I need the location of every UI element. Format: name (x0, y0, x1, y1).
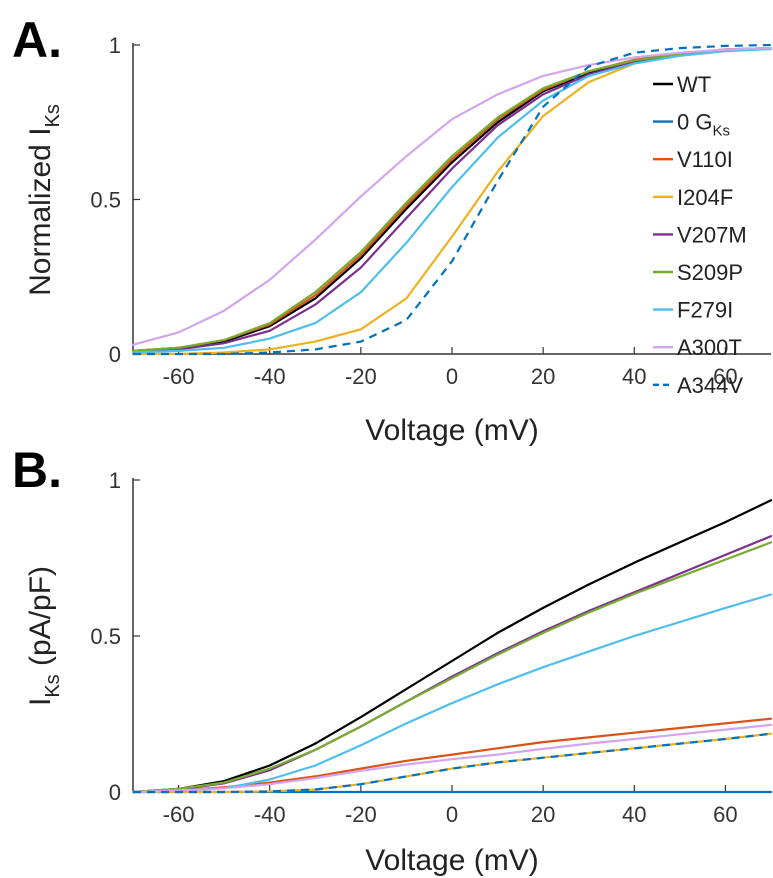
panel-b-xlabel: Voltage (mV) (365, 844, 538, 877)
legend-label-main: I204F (677, 185, 733, 210)
panel-b-ytick-label: 1 (109, 468, 121, 493)
legend-label-sub: Ks (712, 123, 730, 140)
panel-b-ylabel: IKs (pA/pF) (24, 566, 64, 706)
panel-b-series-i204f-line (131, 732, 773, 794)
legend-label-main: A300T (677, 335, 742, 360)
panel-a-xtick-label: 20 (531, 364, 555, 389)
legend-label-v207m: V207M (677, 222, 747, 247)
panel-a-xtick-label: -20 (345, 364, 377, 389)
panel-a-ytick-label: 0.5 (90, 188, 121, 213)
panel-b-xtick-label: -20 (345, 802, 377, 827)
panel-b-ylabel-sub: Ks (42, 674, 64, 697)
panel-a-ytick-label: 0 (109, 342, 121, 367)
panel-a-xtick-label: 0 (446, 364, 458, 389)
legend-label-wt: WT (677, 72, 711, 97)
panel-a-label: A. (12, 12, 62, 68)
panel-a-series-f279i-line (131, 47, 773, 354)
panel-b: B. -60 -40 -20 0 20 40 60 0 0.5 1 Voltage (mV) IK… (12, 442, 773, 877)
panel-b-series-s209p-line (131, 541, 773, 794)
panel-a-xlabel: Voltage (mV) (365, 414, 538, 447)
panel-a-series-a300t-line (131, 47, 773, 346)
panel-b-series-a300t-line (131, 723, 773, 794)
legend-label-0-g: 0 GKs (677, 110, 730, 140)
legend-label-main: V110I (677, 147, 733, 172)
panel-b-ytick-label: 0 (109, 780, 121, 805)
panel-b-series-wt-line (131, 499, 773, 794)
legend-label-s209p: S209P (677, 260, 743, 285)
legend-label-f279i: F279I (677, 298, 733, 323)
panel-a-xtick-label: -40 (254, 364, 286, 389)
panel-b-ytick-label: 0.5 (90, 624, 121, 649)
panel-a-series-a344v-line (133, 43, 772, 356)
panel-a-plot-area: -60 -40 -20 0 20 40 60 0 0.5 1 (90, 33, 773, 389)
legend-label-a300t: A300T (677, 335, 742, 360)
panel-a-series-wt-line (131, 47, 773, 352)
panel-a-xtick-label: 60 (713, 364, 737, 389)
legend-label-main: A344V (677, 373, 743, 398)
legend-label-a344v: A344V (677, 373, 743, 398)
panel-b-ylabel-unit: (pA/pF) (24, 566, 57, 674)
panel-b-series-f279i-line (131, 593, 773, 794)
panel-a: A. -60 -40 -20 0 20 40 60 0 0.5 1 Voltage (mV) No… (12, 12, 773, 447)
panel-a-xtick-label: -60 (163, 364, 195, 389)
panel-a-ytick-label: 1 (109, 33, 121, 58)
panel-b-ylabel-main: I (24, 698, 57, 706)
legend-label-main: V207M (677, 222, 747, 247)
legend-label-main: 0 G (677, 110, 712, 135)
panel-b-label: B. (12, 442, 62, 498)
panel-b-xtick-label: -60 (163, 802, 195, 827)
panel-b-xtick-label: 40 (622, 802, 646, 827)
panel-b-xtick-label: 60 (713, 802, 737, 827)
legend-label-main: S209P (677, 260, 743, 285)
panel-b-xtick-label: 20 (531, 802, 555, 827)
panel-a-xtick-label: 40 (622, 364, 646, 389)
panel-a-legend: WT 0 GKs V110I I204F V207M S209P F279I A300T A34… (653, 72, 747, 398)
panel-a-ylabel-main: Normalized I (24, 127, 57, 295)
panel-a-ylabel: Normalized IKs (24, 104, 64, 296)
panel-b-xtick-label: -40 (254, 802, 286, 827)
legend-label-main: F279I (677, 298, 733, 323)
legend-label-v110i: V110I (677, 147, 733, 172)
panel-a-series-v110i-line (131, 47, 773, 352)
panel-a-series-s209p-line (131, 47, 773, 352)
panel-b-xtick-label: 0 (446, 802, 458, 827)
legend-label-i204f: I204F (677, 185, 733, 210)
panel-b-plot-area: -60 -40 -20 0 20 40 60 0 0.5 1 (90, 468, 773, 827)
panel-b-series-a344v-line (133, 732, 772, 794)
panel-a-ylabel-sub: Ks (42, 104, 64, 127)
legend-label-main: WT (677, 72, 711, 97)
